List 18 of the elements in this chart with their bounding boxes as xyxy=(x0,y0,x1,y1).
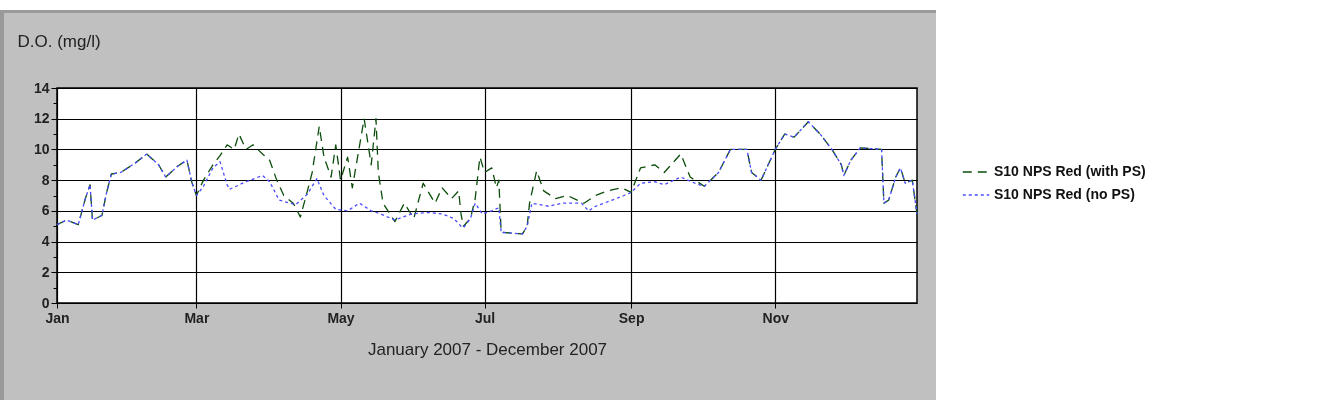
x-tick-label: Jul xyxy=(475,309,496,326)
y-tick-label: 2 xyxy=(41,263,50,280)
x-tick-label: Sep xyxy=(618,309,645,326)
y-tick-label: 0 xyxy=(41,294,50,311)
y-tick-label: 6 xyxy=(41,202,50,219)
legend-label: S10 NPS Red (no PS) xyxy=(994,186,1135,202)
x-tick-label: Mar xyxy=(184,309,210,326)
x-axis-title: January 2007 - December 2007 xyxy=(367,339,608,359)
legend-label: S10 NPS Red (with PS) xyxy=(994,163,1146,179)
y-tick-label: 8 xyxy=(41,171,50,188)
x-tick-label: May xyxy=(327,309,355,326)
y-tick-label: 4 xyxy=(41,233,50,250)
y-tick-label: 10 xyxy=(33,140,50,157)
x-tick-label: Nov xyxy=(762,309,790,326)
x-tick-label: Jan xyxy=(45,309,70,326)
y-tick-label: 12 xyxy=(33,110,50,127)
y-tick-label: 14 xyxy=(33,79,50,96)
y-axis-title: D.O. (mg/l) xyxy=(17,31,101,51)
